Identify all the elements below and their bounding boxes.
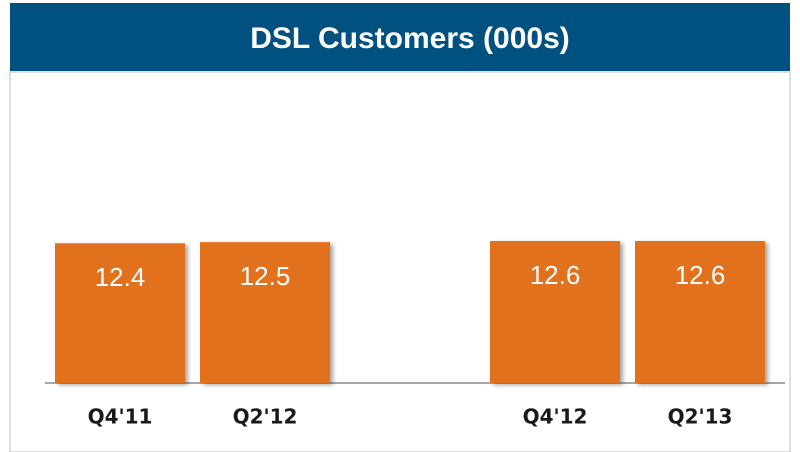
x-tick-label: Q2'13 <box>668 405 733 429</box>
title-bar <box>10 3 790 71</box>
x-tick-label: Q4'12 <box>523 405 588 429</box>
bar <box>55 243 185 383</box>
value-label: 12.6 <box>675 260 726 290</box>
x-tick-label: Q2'12 <box>233 405 298 429</box>
value-label: 12.6 <box>530 260 581 290</box>
bar <box>490 241 620 383</box>
value-label: 12.5 <box>240 261 291 291</box>
bar <box>200 242 330 383</box>
bar <box>635 241 765 383</box>
x-tick-label: Q4'11 <box>88 405 153 429</box>
chart-title: DSL Customers (000s) <box>250 22 570 55</box>
value-label: 12.4 <box>95 262 146 292</box>
